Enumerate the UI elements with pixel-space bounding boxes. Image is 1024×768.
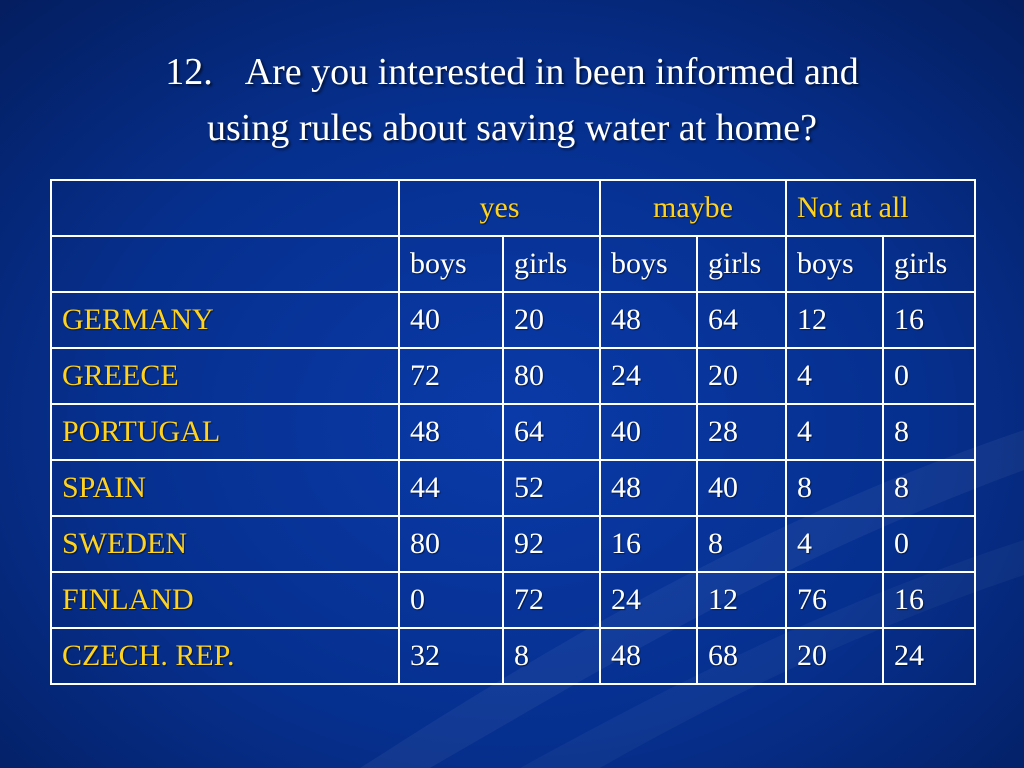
value-cell: 8 [881, 459, 977, 517]
value-cell: 12 [785, 291, 884, 349]
value-cell: 80 [398, 515, 504, 573]
value-cell: 8 [502, 627, 601, 685]
value-cell: 52 [502, 459, 601, 517]
value-cell: 4 [785, 403, 884, 461]
group-header-maybe: maybe [599, 179, 787, 237]
value-cell: 0 [881, 515, 977, 573]
value-cell: 24 [599, 347, 698, 405]
value-cell: 16 [881, 291, 977, 349]
value-cell: 68 [696, 627, 787, 685]
country-cell: SWEDEN [50, 515, 400, 573]
table-row: GREECE 72 80 24 20 4 0 [50, 347, 977, 405]
question-number: 12. [165, 51, 213, 93]
value-cell: 48 [599, 291, 698, 349]
value-cell: 80 [502, 347, 601, 405]
table-row: FINLAND 0 72 24 12 76 16 [50, 571, 977, 629]
value-cell: 48 [599, 627, 698, 685]
value-cell: 72 [502, 571, 601, 629]
value-cell: 92 [502, 515, 601, 573]
value-cell: 8 [696, 515, 787, 573]
country-cell: FINLAND [50, 571, 400, 629]
country-cell: GERMANY [50, 291, 400, 349]
value-cell: 20 [502, 291, 601, 349]
table-row: SPAIN 44 52 48 40 8 8 [50, 459, 977, 517]
value-cell: 40 [398, 291, 504, 349]
group-header-yes: yes [398, 179, 601, 237]
corner-cell [50, 235, 400, 293]
title-line-1: Are you interested in been informed and [244, 51, 859, 93]
group-header-not-at-all: Not at all [784, 179, 977, 237]
subheader-cell: girls [502, 235, 601, 293]
value-cell: 16 [599, 515, 698, 573]
subheader-cell: boys [785, 235, 884, 293]
country-cell: CZECH. REP. [50, 627, 400, 685]
subheader-cell: girls [881, 235, 977, 293]
table-row: PORTUGAL 48 64 40 28 4 8 [50, 403, 977, 461]
subheader-cell: girls [696, 235, 787, 293]
value-cell: 48 [599, 459, 698, 517]
value-cell: 44 [398, 459, 504, 517]
table-row: SWEDEN 80 92 16 8 4 0 [50, 515, 977, 573]
table-row: GERMANY 40 20 48 64 12 16 [50, 291, 977, 349]
slide-title: 12. Are you interested in been informed a… [40, 44, 984, 156]
subheader-cell: boys [398, 235, 504, 293]
value-cell: 32 [398, 627, 504, 685]
subheader-cell: boys [599, 235, 698, 293]
value-cell: 72 [398, 347, 504, 405]
subheader-row: boys girls boys girls boys girls [50, 235, 977, 293]
value-cell: 64 [696, 291, 787, 349]
value-cell: 8 [881, 403, 977, 461]
value-cell: 24 [599, 571, 698, 629]
value-cell: 0 [881, 347, 977, 405]
value-cell: 76 [785, 571, 884, 629]
country-cell: GREECE [50, 347, 400, 405]
group-header-row: yes maybe Not at all [50, 179, 977, 237]
value-cell: 20 [696, 347, 787, 405]
corner-cell [50, 179, 400, 237]
value-cell: 40 [696, 459, 787, 517]
value-cell: 64 [502, 403, 601, 461]
country-cell: SPAIN [50, 459, 400, 517]
value-cell: 16 [881, 571, 977, 629]
value-cell: 48 [398, 403, 504, 461]
title-line-2: using rules about saving water at home? [207, 107, 817, 149]
value-cell: 0 [398, 571, 504, 629]
value-cell: 4 [785, 347, 884, 405]
country-cell: PORTUGAL [50, 403, 400, 461]
survey-table: yes maybe Not at all boys girls boys gir… [50, 179, 977, 685]
table-row: CZECH. REP. 32 8 48 68 20 24 [50, 627, 977, 685]
value-cell: 24 [881, 627, 977, 685]
value-cell: 28 [696, 403, 787, 461]
value-cell: 40 [599, 403, 698, 461]
value-cell: 8 [785, 459, 884, 517]
value-cell: 20 [785, 627, 884, 685]
value-cell: 12 [696, 571, 787, 629]
value-cell: 4 [785, 515, 884, 573]
